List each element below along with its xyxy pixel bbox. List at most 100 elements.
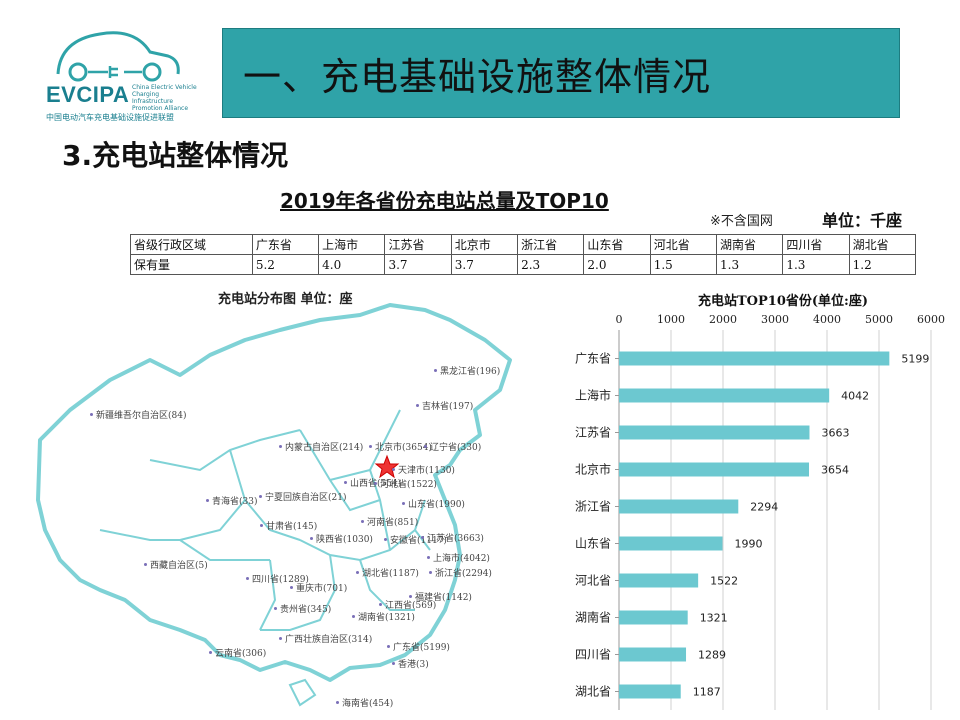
map-label: 江苏省(3663) bbox=[427, 534, 484, 544]
table-unit: 单位：千座 bbox=[822, 211, 903, 230]
stock-table: 省级行政区域 广东省 上海市 江苏省 北京市 浙江省 山东省 河北省 湖南省 四… bbox=[130, 234, 917, 275]
map-label: 湖北省(1187) bbox=[362, 569, 419, 579]
map-dot bbox=[384, 538, 387, 541]
table-cell: 2.0 bbox=[583, 254, 651, 275]
map-dot bbox=[434, 369, 437, 372]
logo-english: China Electric Vehicle Charging Infrastr… bbox=[132, 84, 197, 112]
map-dot bbox=[361, 520, 364, 523]
map-dot bbox=[90, 413, 93, 416]
map-label: 陕西省(1030) bbox=[316, 535, 373, 545]
map-label: 福建省(1142) bbox=[415, 593, 472, 603]
x-tick-label: 4000 bbox=[813, 313, 841, 326]
map-label: 内蒙古自治区(214) bbox=[285, 443, 364, 453]
category-label: 浙江省 bbox=[575, 500, 611, 514]
table-header-row: 省级行政区域 广东省 上海市 江苏省 北京市 浙江省 山东省 河北省 湖南省 四… bbox=[130, 234, 917, 255]
table-col: 山东省 bbox=[583, 234, 651, 255]
map-dot bbox=[402, 502, 405, 505]
value-label: 4042 bbox=[841, 390, 869, 403]
table-cell: 1.5 bbox=[649, 254, 718, 275]
table-header-label: 省级行政区域 bbox=[130, 234, 253, 255]
table-col: 上海市 bbox=[318, 234, 386, 255]
map-label: 辽宁省(330) bbox=[430, 443, 482, 453]
category-label: 河北省 bbox=[575, 574, 611, 588]
value-label: 2294 bbox=[750, 501, 778, 514]
map-label: 海南省(454) bbox=[342, 699, 394, 709]
map-dot bbox=[392, 662, 395, 665]
value-label: 1522 bbox=[710, 575, 738, 588]
map-label: 重庆市(701) bbox=[296, 584, 348, 594]
evcipa-logo: EVCIPA China Electric Vehicle Charging I… bbox=[40, 22, 210, 127]
section-title: 3.充电站整体情况 bbox=[62, 139, 289, 172]
map-label: 上海市(4042) bbox=[433, 554, 490, 564]
map-label: 甘肃省(145) bbox=[266, 522, 318, 532]
map-dot bbox=[290, 586, 293, 589]
bar bbox=[619, 573, 699, 588]
map-label: 四川省(1289) bbox=[252, 575, 309, 585]
map-label: 贵州省(345) bbox=[280, 605, 332, 615]
map-dot bbox=[424, 445, 427, 448]
category-label: 湖北省 bbox=[575, 684, 611, 699]
table-cell: 4.0 bbox=[318, 254, 386, 275]
map-dot bbox=[206, 499, 209, 502]
table-col: 四川省 bbox=[782, 234, 850, 255]
map-dot bbox=[279, 445, 282, 448]
map-label: 新疆维吾尔自治区(84) bbox=[96, 411, 187, 421]
table-cell: 2.3 bbox=[517, 254, 585, 275]
map-dot bbox=[246, 577, 249, 580]
map-dot bbox=[392, 468, 395, 471]
map-label: 河北省(1522) bbox=[380, 480, 437, 490]
category-label: 上海市 bbox=[575, 388, 611, 403]
map-dot bbox=[379, 603, 382, 606]
x-tick-label: 2000 bbox=[709, 313, 737, 326]
category-label: 广东省 bbox=[575, 352, 611, 366]
map-dot bbox=[336, 701, 339, 704]
table-col: 湖北省 bbox=[848, 234, 917, 255]
category-label: 四川省 bbox=[575, 648, 611, 662]
map-dot bbox=[369, 445, 372, 448]
x-tick-label: 1000 bbox=[657, 313, 685, 326]
map-label: 西藏自治区(5) bbox=[150, 561, 208, 571]
table-cell: 1.2 bbox=[848, 254, 917, 275]
map-dot bbox=[274, 607, 277, 610]
table-row: 保有量 5.2 4.0 3.7 3.7 2.3 2.0 1.5 1.3 1.3 … bbox=[130, 254, 917, 275]
map-label: 天津市(1130) bbox=[398, 466, 455, 476]
map-label: 广西壮族自治区(314) bbox=[285, 635, 373, 645]
table-cell: 1.3 bbox=[782, 254, 850, 275]
map-label: 广东省(5199) bbox=[393, 643, 450, 653]
map-title: 充电站分布图 单位：座 bbox=[218, 292, 353, 307]
map-label: 江西省(569) bbox=[385, 601, 437, 611]
top10-bar-chart: 0 1000 2000 3000 4000 5000 6000 广东省 5199 上海市 4042 江… bbox=[575, 313, 945, 710]
category-label: 北京市 bbox=[575, 462, 611, 477]
map-label: 云南省(306) bbox=[215, 649, 267, 659]
table-col: 河北省 bbox=[649, 234, 718, 255]
map-dot bbox=[427, 556, 430, 559]
value-label: 1321 bbox=[700, 612, 728, 625]
table-col: 北京市 bbox=[450, 234, 519, 255]
page-title: 一、充电基础设施整体情况 bbox=[243, 54, 712, 99]
table-col: 江苏省 bbox=[384, 234, 452, 255]
table-title: 2019年各省份充电站总量及TOP10 bbox=[280, 189, 609, 213]
x-tick-label: 3000 bbox=[761, 313, 789, 326]
china-map-outline bbox=[36, 303, 512, 707]
map-label: 安徽省(1117) bbox=[390, 536, 447, 546]
bar bbox=[619, 351, 890, 366]
x-tick-label: 5000 bbox=[865, 313, 893, 326]
map-dot bbox=[387, 645, 390, 648]
table-row-label: 保有量 bbox=[130, 254, 253, 275]
map-dot bbox=[352, 615, 355, 618]
table-note: ※不含国网 bbox=[710, 214, 773, 229]
map-dot bbox=[259, 495, 262, 498]
table-cell: 3.7 bbox=[450, 254, 519, 275]
bar bbox=[619, 462, 810, 477]
x-tick-label: 6000 bbox=[917, 313, 945, 326]
value-label: 5199 bbox=[901, 353, 929, 366]
map-label: 湖南省(1321) bbox=[358, 613, 415, 623]
map-label: 河南省(851) bbox=[367, 518, 419, 528]
map-label: 北京市(3654) bbox=[375, 443, 432, 453]
bar bbox=[619, 499, 739, 514]
car-plug-icon bbox=[56, 31, 180, 82]
table-cell: 5.2 bbox=[251, 254, 320, 275]
value-label: 3663 bbox=[821, 427, 849, 440]
map-dot bbox=[421, 536, 424, 539]
bar bbox=[619, 684, 681, 699]
